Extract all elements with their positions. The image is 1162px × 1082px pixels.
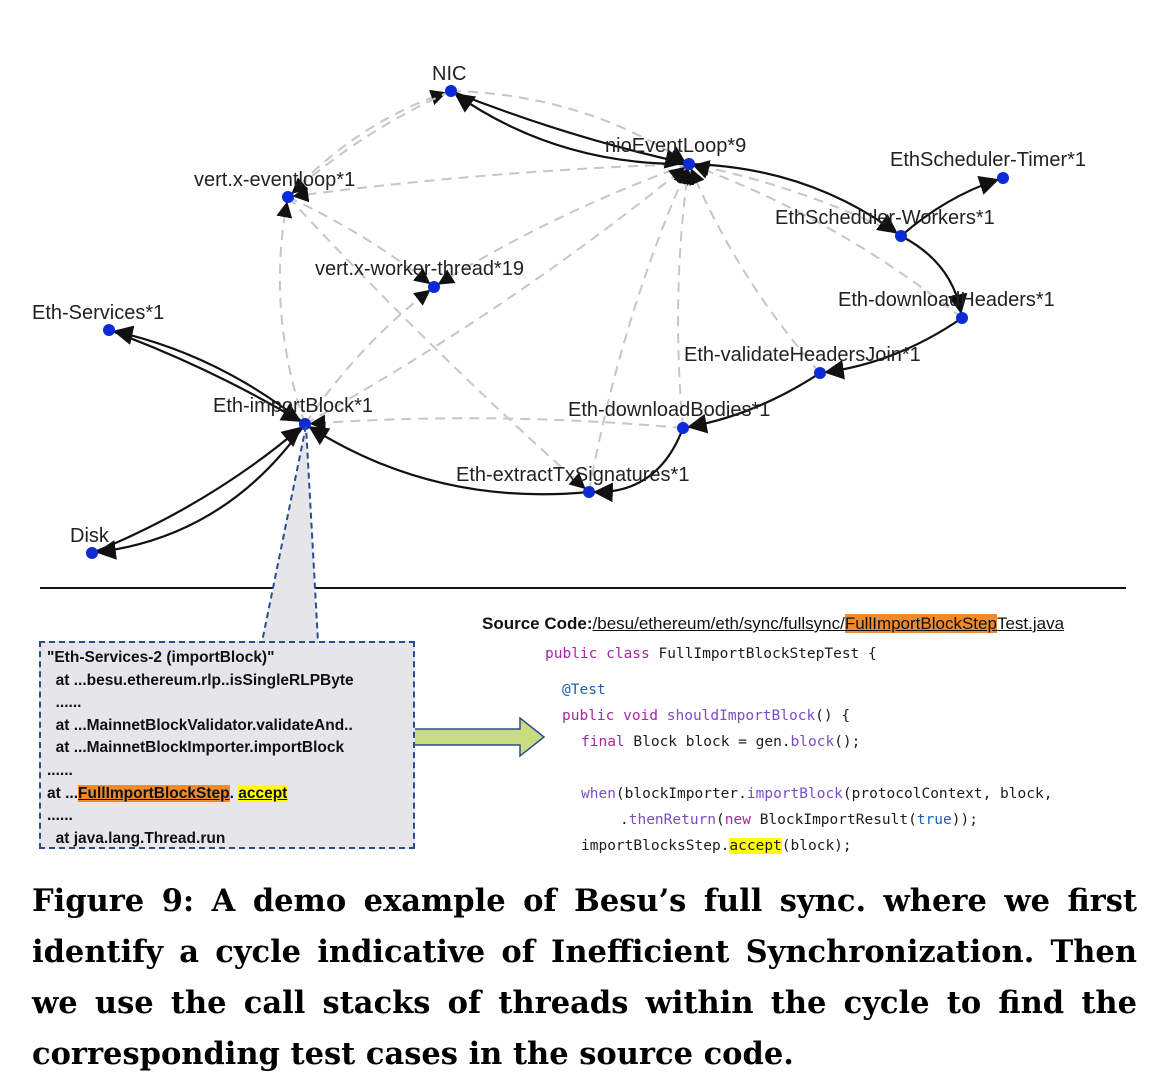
node-label-workers: EthScheduler-Workers*1: [775, 207, 995, 229]
node-vxw: [428, 281, 440, 293]
stack-line: ......: [47, 807, 73, 825]
solid-edges: [91, 89, 1000, 560]
node-dlb: [677, 422, 689, 434]
solid-edge-vhj-to-dlb: [686, 372, 821, 434]
node-import: [299, 418, 311, 430]
dashed-edge-vhj-to-nio: [689, 168, 821, 374]
code-line-7: importBlocksStep.accept(block);: [581, 838, 852, 854]
node-nio: [683, 158, 695, 170]
path-prefix: /besu/ethereum/eth/sync/fullsync/: [592, 614, 845, 633]
node-extract: [583, 486, 595, 498]
figure-caption: Figure 9: A demo example of Besu’s full …: [32, 883, 1137, 1072]
solid-edge-dlb-to-extract: [593, 427, 685, 503]
stack-line: ......: [47, 761, 73, 779]
stack-line: at ...besu.ethereum.rlp..isSingleRLPByte: [47, 671, 354, 689]
node-label-vxe: vert.x-eventloop*1: [194, 169, 355, 191]
dashed-edge-dlh-to-nio: [693, 163, 963, 319]
node-timer: [997, 172, 1009, 184]
node-label-dlh: Eth-downloadHeaders*1: [838, 289, 1055, 311]
thread-dependency-graph: NIC nioEventLoop*9 vert.x-eventloop*1 vert.…: [32, 63, 1126, 758]
dashed-edge-vxe-to-vxw: [287, 196, 431, 285]
source-code-path: Source Code:/besu/ethereum/eth/sync/full…: [482, 614, 1064, 634]
node-label-dlb: Eth-downloadBodies*1: [568, 399, 770, 421]
node-label-vxw: vert.x-worker-thread*19: [315, 258, 524, 280]
code-line-3: public void shouldImportBlock() {: [562, 708, 851, 724]
code-line-4: final Block block = gen.block();: [581, 734, 861, 750]
node-services: [103, 324, 115, 336]
code-line-5: when(blockImporter.importBlock(protocolC…: [581, 786, 1053, 802]
solid-edge-disk-to-import: [91, 426, 302, 555]
graph-nodes: NIC nioEventLoop*9 vert.x-eventloop*1 vert.…: [32, 63, 1086, 559]
dashed-edge-dlb-to-import: [309, 414, 684, 431]
stack-separator: .: [229, 784, 239, 802]
stack-line: at ...MainnetBlockImporter.importBlock: [47, 739, 345, 757]
node-label-services: Eth-Services*1: [32, 302, 164, 324]
dashed-edge-nio-to-vxw: [437, 163, 690, 285]
dashed-edge-nic-to-nio: [450, 90, 686, 162]
stack-line: at ...MainnetBlockValidator.validateAnd.…: [47, 716, 353, 734]
stack-prefix: at ...: [47, 784, 79, 802]
node-workers: [895, 230, 907, 242]
dashed-edge-vxe-to-extract: [287, 196, 586, 490]
solid-edge-nio-to-nic: [454, 93, 690, 166]
node-dlh: [956, 312, 968, 324]
dashed-edge-import-to-nio: [304, 166, 686, 425]
node-vhj: [814, 367, 826, 379]
dashed-edge-dlb-to-nio: [677, 168, 695, 429]
solid-edge-services-to-import: [108, 328, 302, 422]
code-line-6: .thenReturn(new BlockImportResult(true))…: [620, 812, 978, 828]
node-label-nic: NIC: [432, 63, 466, 85]
solid-edge-nio-to-workers: [688, 162, 898, 234]
dashed-edge-nic-to-vxe: [291, 90, 452, 195]
code-line-1: public class FullImportBlockStepTest {: [545, 646, 877, 662]
dashed-edge-workers-to-nio: [693, 160, 902, 237]
highlight-class: FullImportBlockStep: [78, 784, 230, 802]
stack-line: at java.lang.Thread.run: [47, 829, 226, 847]
node-label-nio: nioEventLoop*9: [605, 135, 746, 157]
node-label-disk: Disk: [70, 525, 110, 547]
dashed-edge-import-to-vxe: [276, 201, 306, 425]
solid-edge-import-to-disk: [95, 423, 306, 560]
stack-line: "Eth-Services-2 (importBlock)": [47, 649, 275, 666]
stack-highlight-line: at ...FullImportBlockStep. accept: [47, 783, 407, 806]
stack-line: ......: [47, 694, 82, 712]
node-nic: [445, 85, 457, 97]
source-label: Source Code:: [482, 614, 593, 633]
path-suffix: Test.java: [996, 614, 1065, 633]
node-label-vhj: Eth-validateHeadersJoin*1: [684, 344, 921, 366]
dashed-edges: [276, 89, 963, 493]
mapping-arrow: [399, 716, 546, 758]
node-disk: [86, 547, 98, 559]
dashed-edge-import-to-vxw: [304, 289, 431, 425]
code-line-2: @Test: [562, 682, 606, 698]
node-label-extract: Eth-extractTxSignatures*1: [456, 464, 689, 486]
solid-edge-extract-to-import: [308, 426, 590, 496]
node-label-timer: EthScheduler-Timer*1: [890, 149, 1086, 171]
node-vxe: [282, 191, 294, 203]
path-highlight: FullImportBlockStep: [844, 614, 997, 633]
call-stack-box: "Eth-Services-2 (importBlock)" at ...bes…: [39, 641, 415, 849]
callout-pointer: [260, 425, 320, 643]
highlight-method: accept: [238, 784, 288, 802]
solid-edge-workers-to-timer: [900, 175, 1000, 237]
node-label-import: Eth-importBlock*1: [213, 395, 373, 417]
solid-edge-workers-to-dlh: [900, 235, 968, 315]
solid-edge-dlh-to-vhj: [823, 317, 963, 380]
dashed-edge-extract-to-nio: [588, 168, 689, 493]
source-path[interactable]: /besu/ethereum/eth/sync/fullsync/FullImp…: [592, 614, 1065, 633]
dashed-edge-nio-to-vxe: [292, 163, 690, 203]
solid-edge-nic-to-nio: [450, 89, 686, 169]
